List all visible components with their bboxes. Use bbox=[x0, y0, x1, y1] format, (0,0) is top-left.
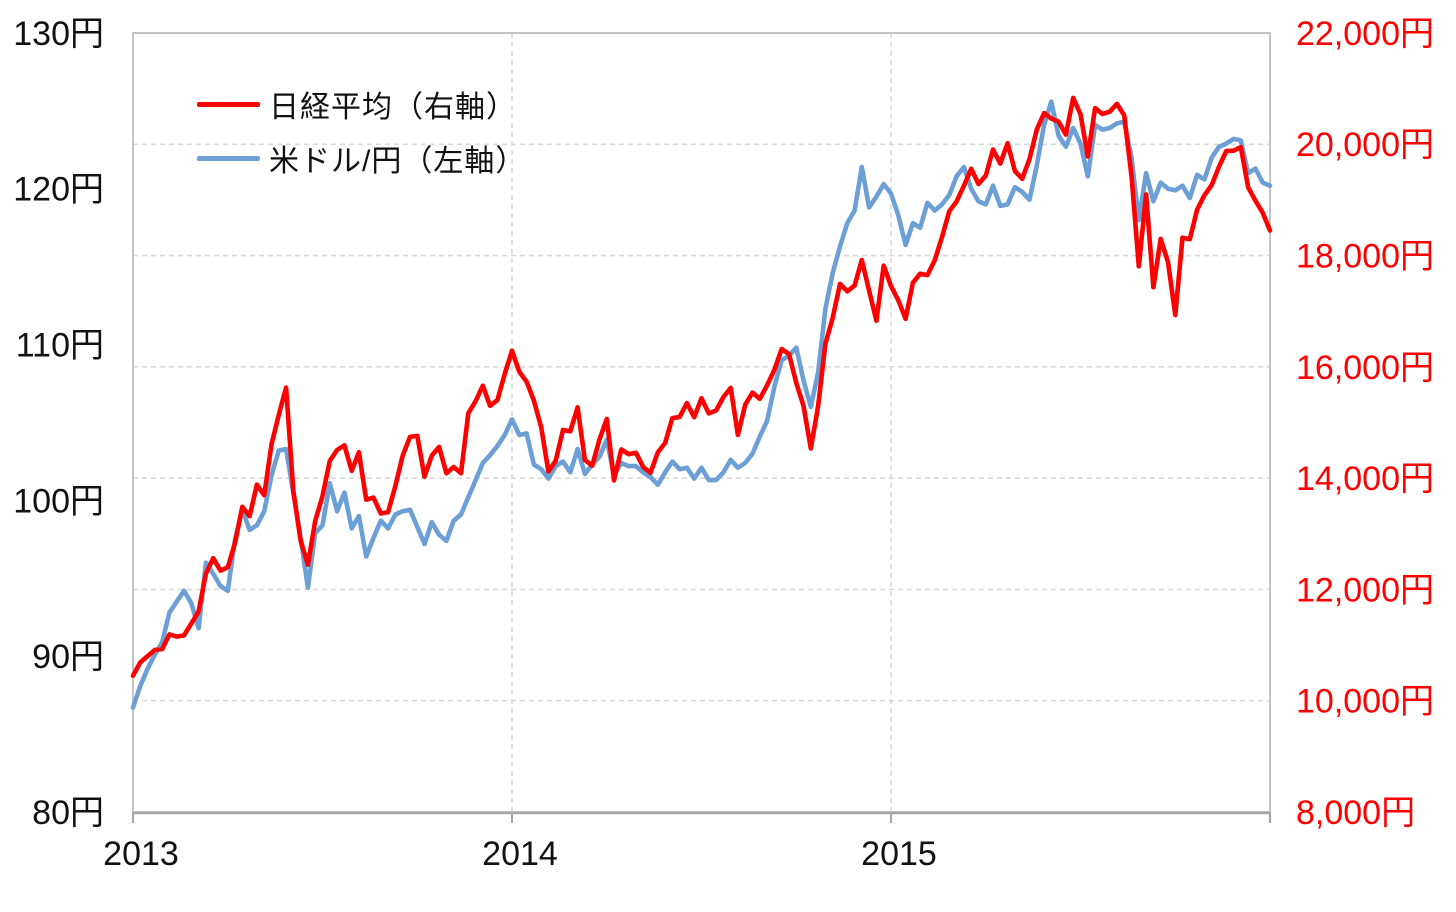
right-axis-tick-label: 20,000円 bbox=[1296, 126, 1434, 164]
nikkei-line bbox=[130, 95, 1273, 679]
right-axis-tick-label: 8,000円 bbox=[1296, 794, 1415, 832]
left-axis-tick-label: 130円 bbox=[13, 15, 104, 53]
legend-item-nikkei: 日経平均（右軸） bbox=[197, 77, 526, 131]
right-axis-tick-label: 16,000円 bbox=[1296, 349, 1434, 387]
x-axis-tick-label: 2013 bbox=[103, 835, 179, 873]
left-axis-tick-label: 90円 bbox=[32, 638, 104, 676]
axis-ticks bbox=[132, 814, 1271, 823]
left-axis-tick-label: 100円 bbox=[13, 482, 104, 520]
x-axis-tick-label: 2015 bbox=[861, 835, 937, 873]
right-axis-tick-label: 12,000円 bbox=[1296, 571, 1434, 609]
axis-tick-labels: 130円 120円 110円 100円 90円 80円 22,000円 20,000円 18,0… bbox=[13, 15, 1434, 873]
nikkei-line-swatch bbox=[197, 101, 260, 107]
legend-label-usdjpy: 米ドル/円（左軸） bbox=[269, 145, 527, 178]
right-axis-tick-label: 10,000円 bbox=[1296, 683, 1434, 721]
gridlines bbox=[133, 33, 1270, 812]
series-lines bbox=[130, 95, 1273, 710]
x-axis-tick-label: 2014 bbox=[482, 835, 558, 873]
left-axis-tick-label: 110円 bbox=[16, 327, 104, 365]
left-axis-tick-label: 80円 bbox=[32, 794, 104, 832]
legend: 日経平均（右軸） 米ドル/円（左軸） bbox=[197, 77, 526, 185]
right-axis-tick-label: 22,000円 bbox=[1296, 15, 1434, 53]
left-axis-tick-label: 120円 bbox=[13, 171, 104, 209]
plot-border bbox=[132, 32, 1271, 815]
right-axis-tick-label: 18,000円 bbox=[1296, 237, 1434, 275]
usdjpy-line bbox=[130, 99, 1273, 710]
usdjpy-line-swatch bbox=[197, 155, 260, 161]
legend-item-usdjpy: 米ドル/円（左軸） bbox=[197, 131, 526, 185]
legend-label-nikkei: 日経平均（右軸） bbox=[269, 91, 517, 124]
right-axis-tick-label: 14,000円 bbox=[1296, 460, 1434, 498]
